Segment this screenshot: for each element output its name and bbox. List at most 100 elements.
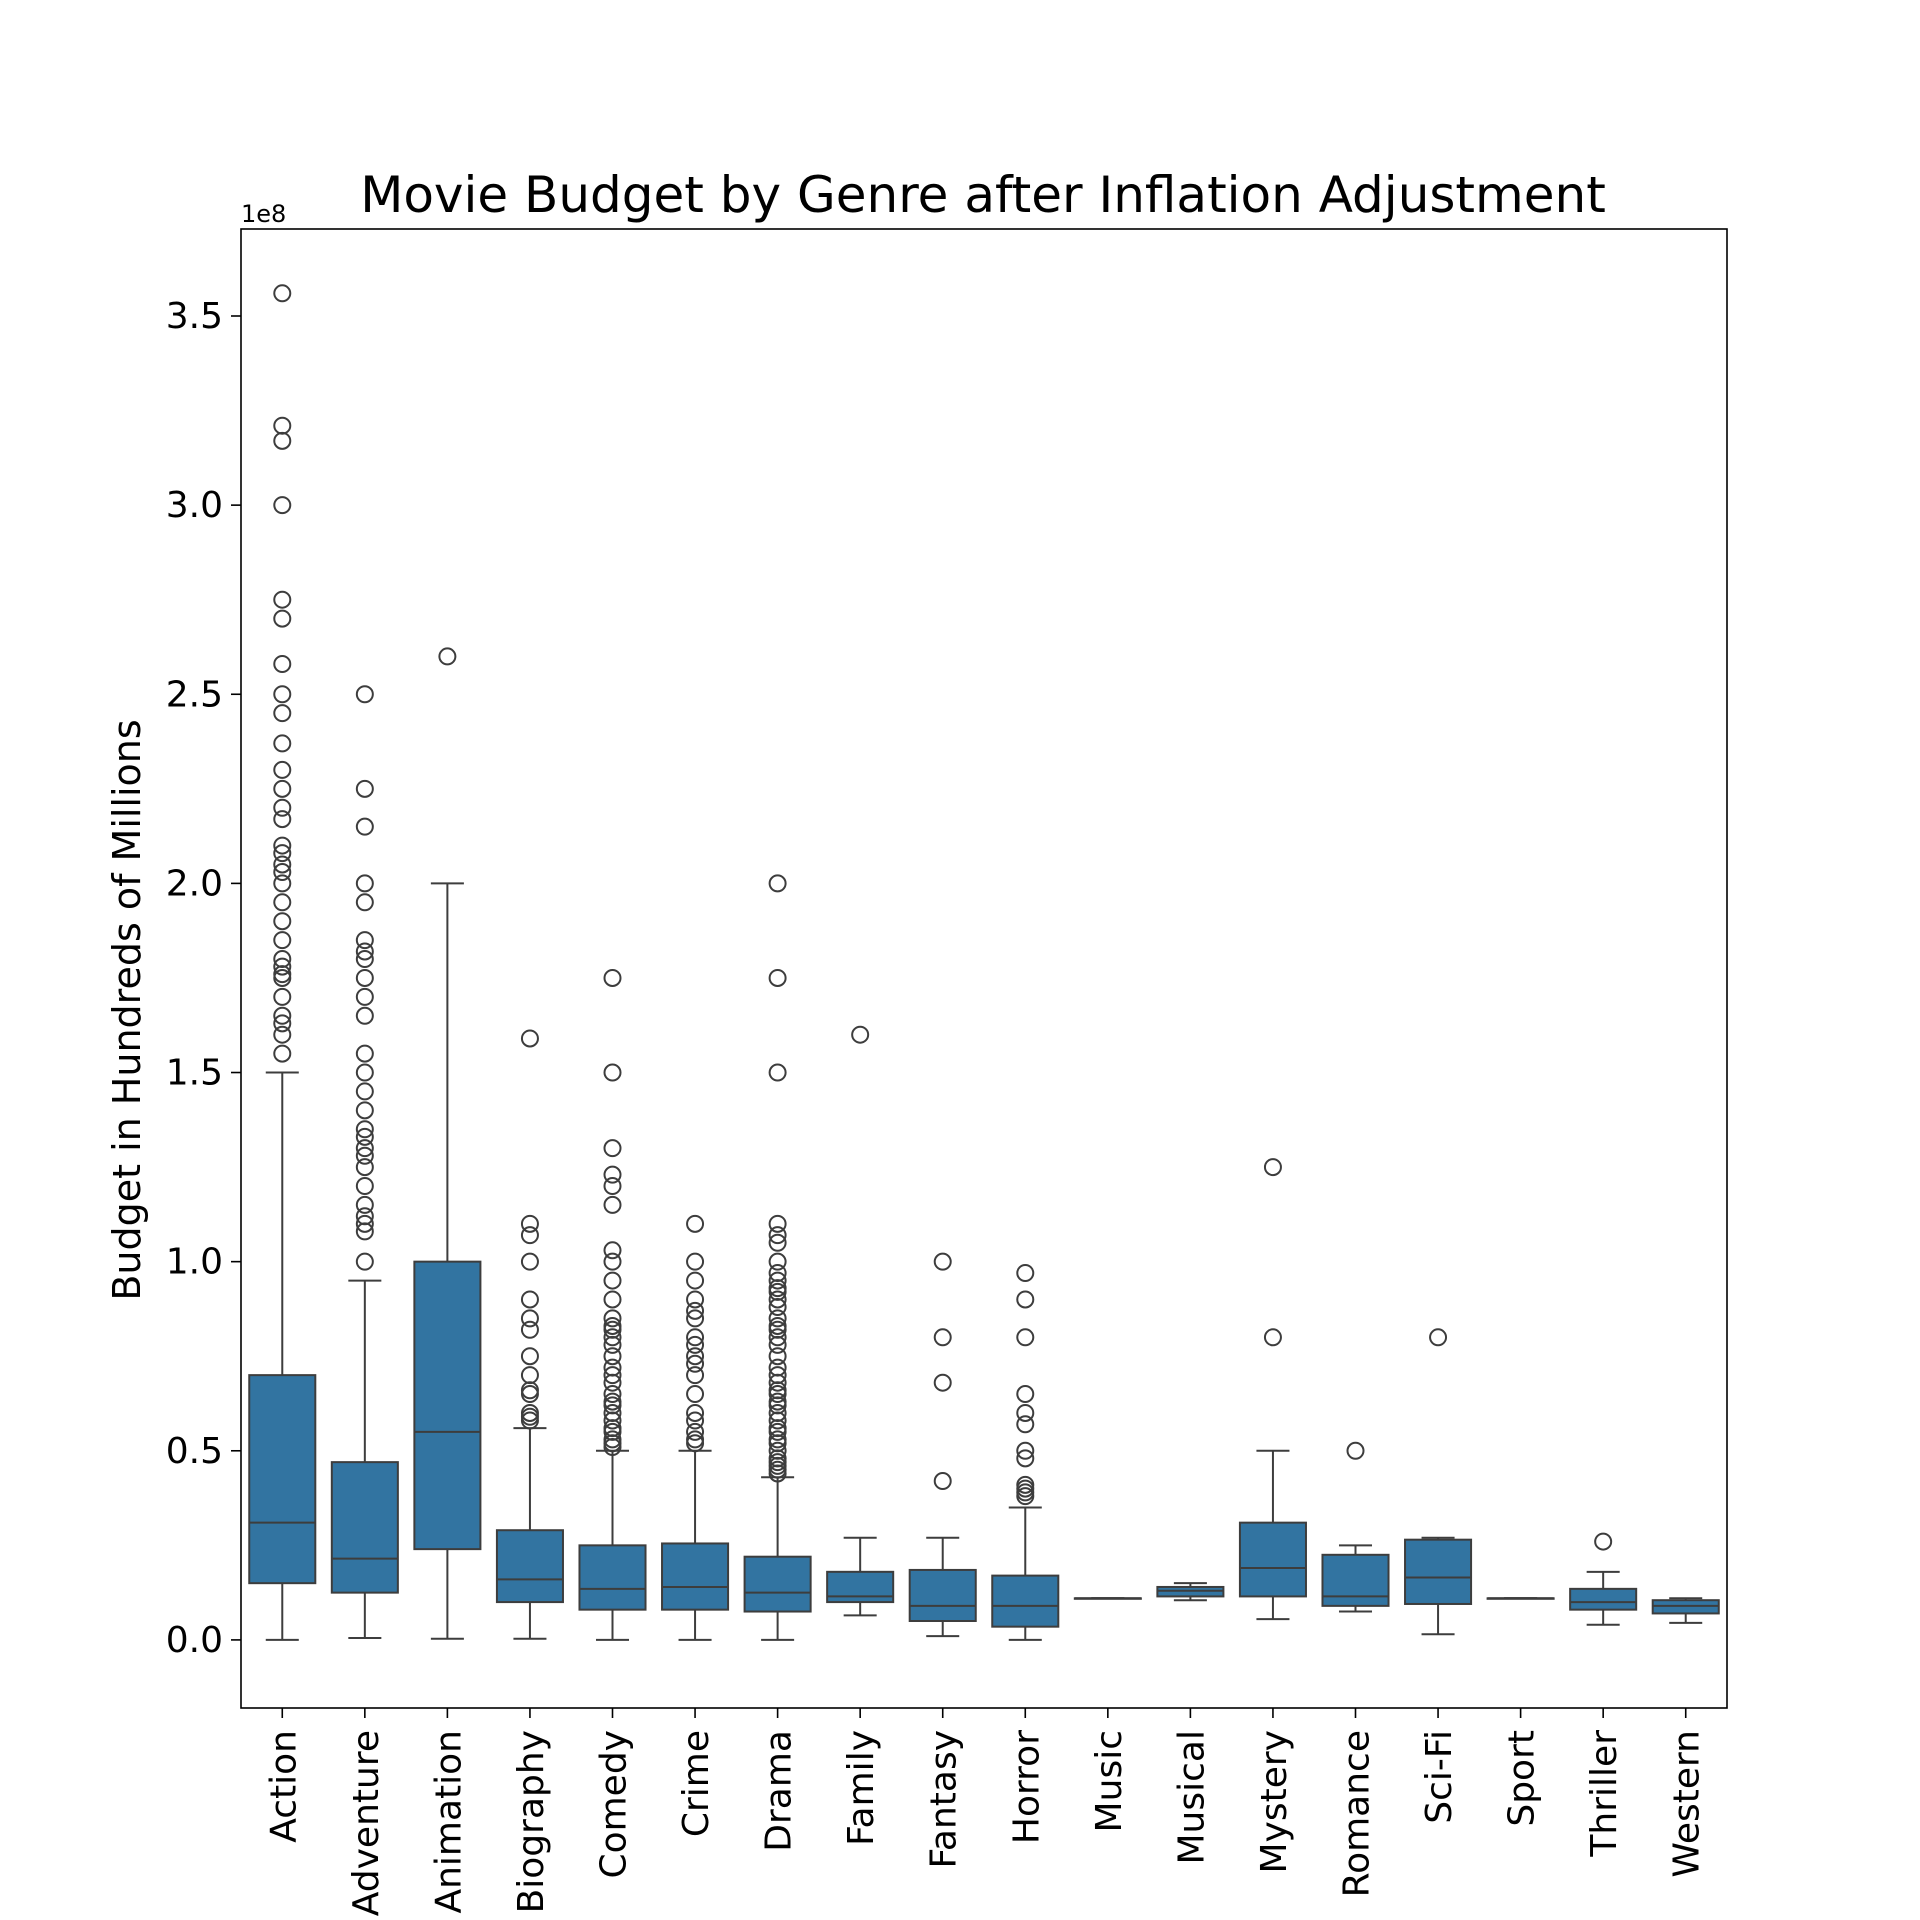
outlier-point	[520, 1226, 539, 1245]
outlier-point	[273, 734, 292, 753]
outlier-point	[768, 1309, 787, 1328]
x-tick-label: Drama	[759, 1730, 800, 1852]
y-tick-label: 3.5	[166, 296, 223, 337]
outlier-point	[273, 863, 292, 882]
outlier-point	[768, 1328, 787, 1347]
outlier-point	[355, 779, 374, 798]
outlier-point	[768, 1063, 787, 1082]
x-tick-label: Adventure	[346, 1730, 387, 1916]
y-axis-label: Budget in Hundreds of Millions	[105, 719, 149, 1300]
outlier-point	[1263, 1328, 1282, 1347]
outlier-point	[768, 1385, 787, 1404]
outlier-point	[686, 1309, 705, 1328]
box-action	[248, 1374, 317, 1585]
plot-area: 0.0 0.5 1.0 1.5 2.0 2.5 3.0 3.5 Action Adventure A…	[166, 284, 1720, 1916]
outlier-point	[768, 1233, 787, 1252]
box-mystery	[1238, 1521, 1307, 1598]
x-tick-label: Musical	[1171, 1730, 1212, 1865]
outlier-point	[355, 1127, 374, 1146]
outlier-point	[768, 1226, 787, 1245]
outlier-point	[355, 987, 374, 1006]
box-romance	[1321, 1553, 1390, 1607]
box-crime	[661, 1542, 730, 1611]
outlier-point	[273, 855, 292, 874]
outlier-point	[603, 1165, 622, 1184]
outlier-point	[273, 1006, 292, 1025]
box-biography	[495, 1529, 564, 1604]
outlier-point	[768, 1335, 787, 1354]
outlier-point	[768, 1373, 787, 1392]
outlier-point	[603, 1366, 622, 1385]
outlier-point	[273, 704, 292, 723]
outlier-point	[851, 1025, 870, 1044]
outlier-point	[273, 798, 292, 817]
x-tick-label: Music	[1089, 1730, 1130, 1832]
outlier-point	[273, 844, 292, 863]
outlier-point	[686, 1301, 705, 1320]
x-tick-label: Thriller	[1584, 1730, 1625, 1858]
outlier-point	[768, 1464, 787, 1483]
box-comedy	[578, 1544, 647, 1611]
outlier-point	[1016, 1487, 1035, 1506]
outlier-point	[273, 779, 292, 798]
outlier-point	[355, 950, 374, 969]
outlier-point	[273, 968, 292, 987]
x-tick-label: Biography	[511, 1730, 552, 1913]
y-tick-label: 0.5	[166, 1431, 223, 1472]
outlier-point	[686, 1354, 705, 1373]
outlier-point	[355, 942, 374, 961]
outlier-point	[520, 1366, 539, 1385]
outlier-point	[520, 1347, 539, 1366]
outlier-point	[603, 1195, 622, 1214]
outlier-point	[1016, 1264, 1035, 1282]
outlier-point	[768, 1252, 787, 1271]
outlier-point	[1016, 1441, 1035, 1460]
outlier-point	[273, 1014, 292, 1033]
outlier-point	[768, 1422, 787, 1441]
outlier-point	[768, 1214, 787, 1233]
x-tick-label: Animation	[428, 1730, 469, 1914]
x-tick-label: Crime	[676, 1730, 717, 1837]
outlier-point	[355, 685, 374, 704]
outlier-point	[273, 284, 292, 303]
outlier-point	[520, 1029, 539, 1048]
outlier-point	[603, 1385, 622, 1404]
box-animation	[413, 1260, 482, 1551]
outlier-point	[273, 609, 292, 628]
outlier-point	[355, 893, 374, 912]
outlier-point	[273, 496, 292, 515]
y-tick-label: 3.0	[166, 485, 223, 526]
x-tick-label: Mystery	[1254, 1730, 1295, 1874]
x-tick-label: Romance	[1337, 1730, 1378, 1897]
outlier-point	[1594, 1532, 1613, 1551]
outlier-point	[1016, 1290, 1035, 1309]
box-thriller	[1569, 1587, 1638, 1611]
outlier-point	[686, 1422, 705, 1441]
x-tick-label: Comedy	[594, 1730, 635, 1879]
outlier-point	[603, 1328, 622, 1347]
outlier-point	[1016, 1415, 1035, 1434]
outlier-point	[355, 1044, 374, 1063]
x-tick-label: Horror	[1006, 1730, 1047, 1844]
outlier-point	[686, 1403, 705, 1422]
outlier-point	[603, 968, 622, 987]
y-tick-label: 1.0	[166, 1242, 223, 1283]
outlier-point	[355, 1063, 374, 1082]
outlier-point	[520, 1309, 539, 1328]
y-tick-label: 2.0	[166, 863, 223, 904]
outlier-point	[355, 1177, 374, 1195]
outlier-point	[273, 874, 292, 893]
y-tick-label: 1.5	[166, 1053, 223, 1094]
plot-frame	[240, 228, 1728, 1709]
outlier-point	[355, 1252, 374, 1271]
outlier-point	[355, 1222, 374, 1241]
outlier-point	[273, 957, 292, 976]
outlier-point	[768, 1298, 787, 1317]
outlier-point	[520, 1320, 539, 1339]
outlier-point	[355, 1006, 374, 1025]
outlier-point	[273, 655, 292, 673]
box-horror	[991, 1574, 1060, 1628]
box-sci-fi	[1404, 1538, 1473, 1605]
outlier-point	[273, 912, 292, 931]
